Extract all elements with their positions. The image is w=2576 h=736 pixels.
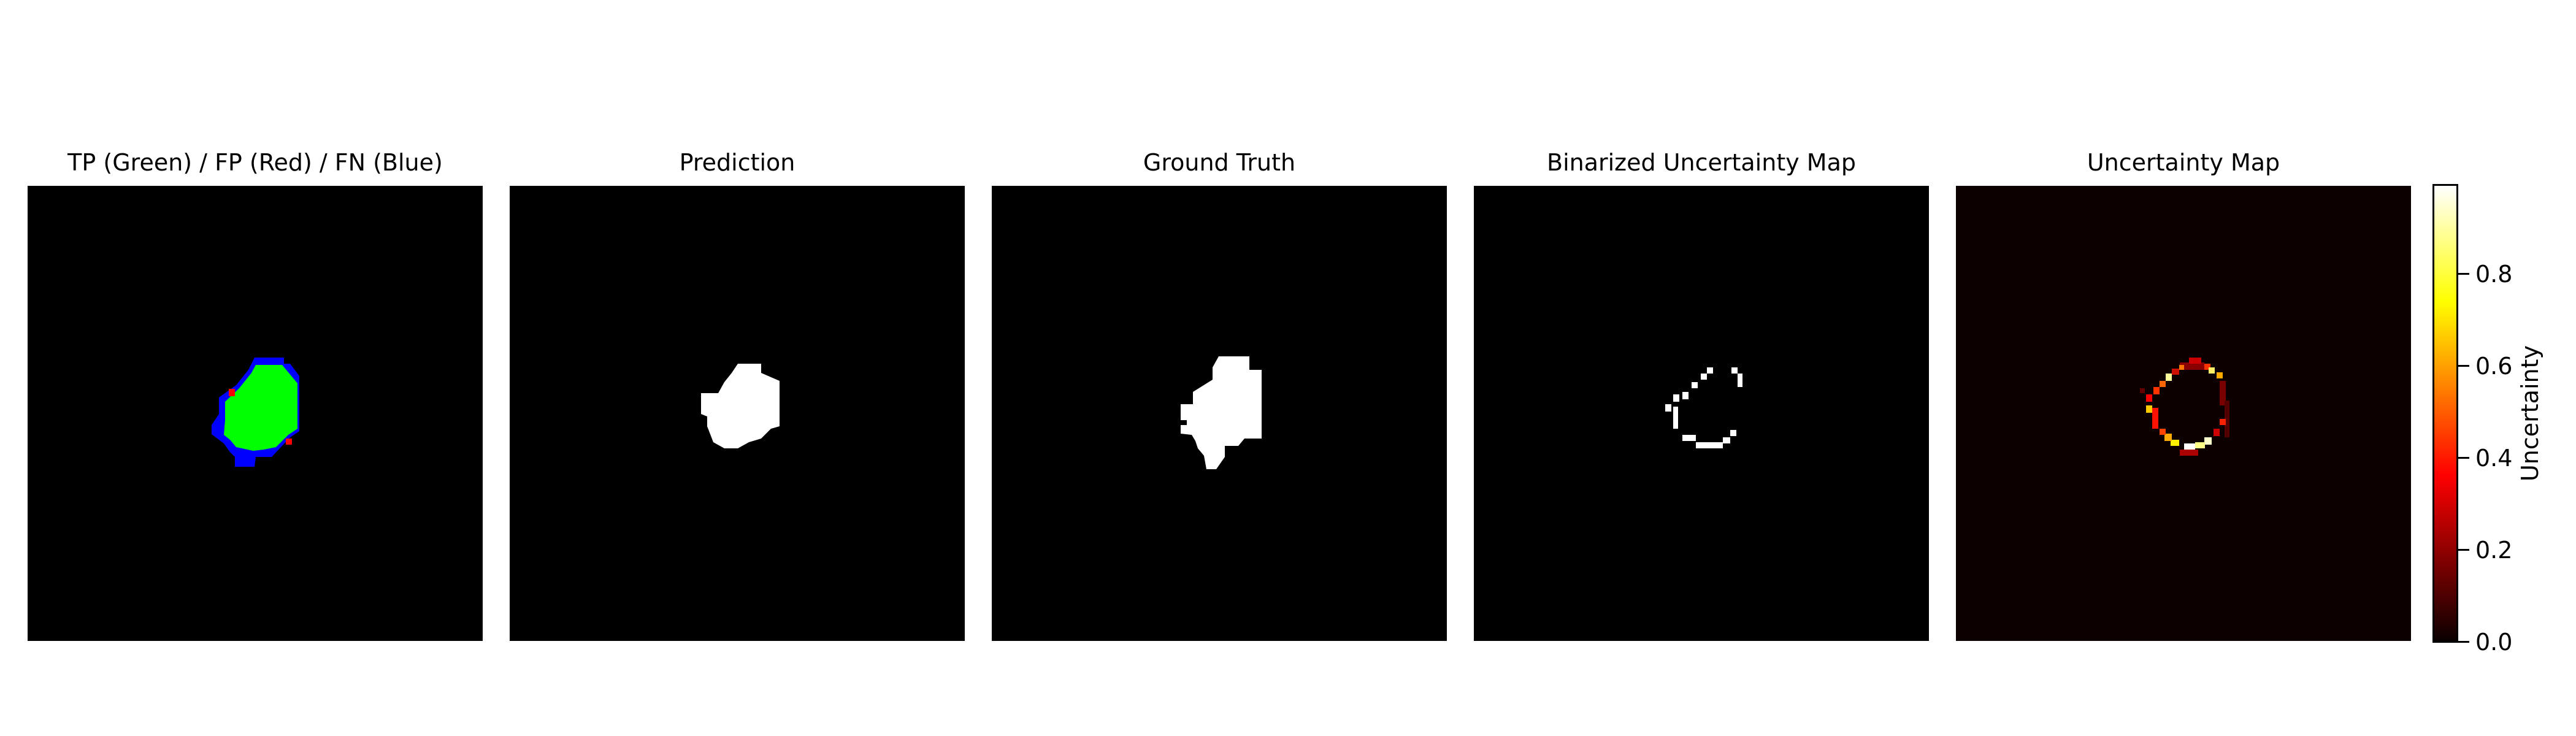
colorbar-tick-label: 0.6 — [2475, 353, 2513, 380]
binarized-uncertainty-image — [1474, 186, 1929, 641]
colorbar-tick — [2458, 365, 2469, 367]
ground-truth-image — [992, 186, 1447, 641]
colorbar-tick — [2458, 641, 2469, 643]
colorbar-tick — [2458, 457, 2469, 459]
colorbar-tick — [2458, 549, 2469, 551]
prediction-image — [510, 186, 965, 641]
uncertainty-map-image — [1956, 186, 2411, 641]
colorbar-tick-label: 0.8 — [2475, 261, 2513, 288]
panel-title-ground-truth: Ground Truth — [1143, 149, 1296, 176]
panel-title-prediction: Prediction — [679, 149, 795, 176]
uncertainty-colorbar — [2432, 184, 2458, 643]
colorbar-tick-label: 0.2 — [2475, 537, 2513, 564]
colorbar-tick-label: 0.4 — [2475, 445, 2513, 472]
overlay-image — [28, 186, 483, 641]
colorbar-label: Uncertainty — [2517, 345, 2543, 482]
panel-title-overlay: TP (Green) / FP (Red) / FN (Blue) — [67, 149, 443, 176]
colorbar-tick — [2458, 273, 2469, 275]
colorbar-tick-label: 0.0 — [2475, 629, 2513, 656]
panel-title-binarized-uncertainty: Binarized Uncertainty Map — [1547, 149, 1856, 176]
panel-title-uncertainty-map: Uncertainty Map — [2087, 149, 2280, 176]
